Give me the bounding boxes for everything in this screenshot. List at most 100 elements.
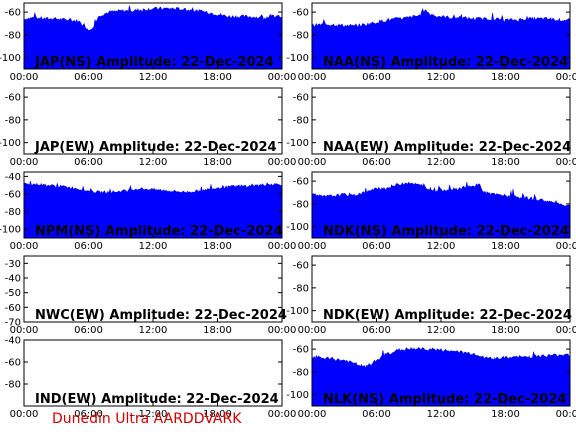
- x-tick-label: 06:00: [362, 157, 391, 168]
- footer-label: Dunedin Ultra AARDDVARK: [52, 411, 242, 427]
- x-tick-label: 00:00: [268, 325, 297, 336]
- x-tick-label: 00:00: [298, 157, 327, 168]
- y-tick-label: -80: [293, 30, 309, 41]
- y-tick-label: -100: [286, 390, 309, 401]
- panel-5: -60 -80 -100 00:00 06:00 12:00 18:00 00:00 NDK(N…: [286, 171, 576, 252]
- y-tick-label: -60: [293, 261, 309, 272]
- x-tick-label: 18:00: [203, 157, 232, 168]
- panel-1: -60 -80 -100 00:00 06:00 12:00 18:00 00:00 NAA(N…: [286, 2, 576, 83]
- x-tick-label: 18:00: [203, 409, 232, 420]
- x-tick-label: 18:00: [491, 157, 520, 168]
- x-tick-label: 00:00: [556, 157, 576, 168]
- x-tick-label: 00:00: [10, 241, 39, 252]
- y-tick-label: -80: [293, 115, 309, 126]
- x-tick-label: 00:00: [556, 409, 576, 420]
- x-tick-label: 12:00: [139, 157, 168, 168]
- panel-title: NWC(EW) Amplitude: 22-Dec-2024: [35, 308, 287, 323]
- y-tick-label: -100: [286, 306, 309, 317]
- panel-9: -60 -80 -100 00:00 06:00 12:00 18:00 00:00 NLK(N…: [286, 339, 576, 420]
- x-tick-label: 06:00: [74, 157, 103, 168]
- x-tick-label: 18:00: [203, 241, 232, 252]
- panel-3: -60 -80 -100 00:00 06:00 12:00 18:00 00:00 NAA(E…: [286, 87, 576, 168]
- x-tick-label: 12:00: [427, 72, 456, 83]
- x-tick-label: 18:00: [491, 241, 520, 252]
- y-tick-label: -60: [5, 8, 21, 19]
- x-tick-label: 12:00: [427, 241, 456, 252]
- x-tick-label: 00:00: [556, 325, 576, 336]
- x-tick-label: 12:00: [427, 325, 456, 336]
- panel-title: JAP(EW) Amplitude: 22-Dec-2024: [34, 140, 277, 155]
- y-tick-label: -70: [5, 318, 21, 329]
- panel-title: NAA(EW) Amplitude: 22-Dec-2024: [323, 140, 571, 155]
- y-tick-label: -60: [5, 93, 21, 104]
- y-tick-label: -80: [5, 30, 21, 41]
- y-tick-label: -60: [5, 303, 21, 314]
- x-tick-label: 12:00: [427, 409, 456, 420]
- x-tick-label: 12:00: [139, 325, 168, 336]
- y-tick-label: -100: [0, 53, 21, 64]
- amplitude-trace: [311, 181, 571, 239]
- x-tick-label: 00:00: [298, 241, 327, 252]
- y-tick-label: -40: [5, 172, 21, 183]
- y-tick-label: -80: [5, 207, 21, 218]
- y-tick-label: -50: [5, 288, 21, 299]
- amplitude-trace: [23, 181, 283, 239]
- plot-area: [24, 340, 282, 406]
- y-tick-label: -80: [293, 283, 309, 294]
- y-tick-label: -100: [286, 53, 309, 64]
- x-tick-label: 00:00: [10, 157, 39, 168]
- y-tick-label: -80: [293, 199, 309, 210]
- x-tick-label: 00:00: [10, 72, 39, 83]
- y-tick-label: -100: [0, 138, 21, 149]
- x-tick-label: 12:00: [139, 409, 168, 420]
- y-tick-label: -80: [293, 367, 309, 378]
- plot-area: [312, 88, 570, 154]
- y-tick-label: -60: [293, 93, 309, 104]
- x-tick-label: 06:00: [362, 325, 391, 336]
- x-tick-label: 06:00: [74, 241, 103, 252]
- panel-title: NDK(EW) Amplitude: 22-Dec-2024: [323, 308, 572, 323]
- panel-7: -60 -80 -100 00:00 06:00 12:00 18:00 00:00 NDK(E…: [286, 255, 576, 336]
- x-tick-label: 00:00: [10, 409, 39, 420]
- x-tick-label: 18:00: [491, 325, 520, 336]
- y-tick-label: -60: [5, 190, 21, 201]
- panel-title: JAP(NS) Amplitude: 22-Dec-2024: [34, 55, 274, 70]
- x-tick-label: 18:00: [203, 325, 232, 336]
- x-tick-label: 18:00: [491, 409, 520, 420]
- x-tick-label: 06:00: [362, 409, 391, 420]
- x-tick-label: 00:00: [268, 72, 297, 83]
- y-tick-label: -40: [5, 336, 21, 347]
- y-tick-label: -60: [293, 345, 309, 356]
- y-tick-label: -80: [5, 115, 21, 126]
- y-tick-label: -60: [293, 177, 309, 188]
- plot-area: [24, 256, 282, 322]
- panel-8: -40 -60 -80 00:00 06:00 12:00 18:00 00:00 IND(EW…: [5, 336, 297, 421]
- amplitude-trace: [311, 7, 571, 70]
- y-tick-label: -100: [286, 222, 309, 233]
- x-tick-label: 06:00: [74, 409, 103, 420]
- panel-title: NPM(NS) Amplitude: 22-Dec-2024: [35, 224, 283, 239]
- y-tick-label: -100: [286, 138, 309, 149]
- x-tick-label: 06:00: [362, 72, 391, 83]
- x-tick-label: 00:00: [556, 72, 576, 83]
- y-tick-label: -80: [5, 380, 21, 391]
- x-tick-label: 06:00: [74, 72, 103, 83]
- y-tick-label: -40: [5, 274, 21, 285]
- amplitude-trace: [311, 347, 571, 407]
- panel-title: NAA(NS) Amplitude: 22-Dec-2024: [323, 55, 568, 70]
- panel-title: NLK(NS) Amplitude: 22-Dec-2024: [323, 392, 566, 407]
- x-tick-label: 06:00: [74, 325, 103, 336]
- x-tick-label: 12:00: [139, 241, 168, 252]
- panel-4: -40 -60 -80 -100 00:00 06:00 12:00 18:00 00:00 NP…: [0, 171, 297, 252]
- panel-title: IND(EW) Amplitude: 22-Dec-2024: [35, 392, 279, 407]
- x-tick-label: 00:00: [10, 325, 39, 336]
- panel-2: -60 -80 -100 00:00 06:00 12:00 18:00 00:00 JAP(E…: [0, 87, 296, 168]
- plot-area: [24, 88, 282, 154]
- x-tick-label: 00:00: [268, 241, 297, 252]
- amplitude-trace: [23, 5, 283, 70]
- y-tick-label: -60: [5, 358, 21, 369]
- x-tick-label: 18:00: [203, 72, 232, 83]
- plot-area: [312, 256, 570, 322]
